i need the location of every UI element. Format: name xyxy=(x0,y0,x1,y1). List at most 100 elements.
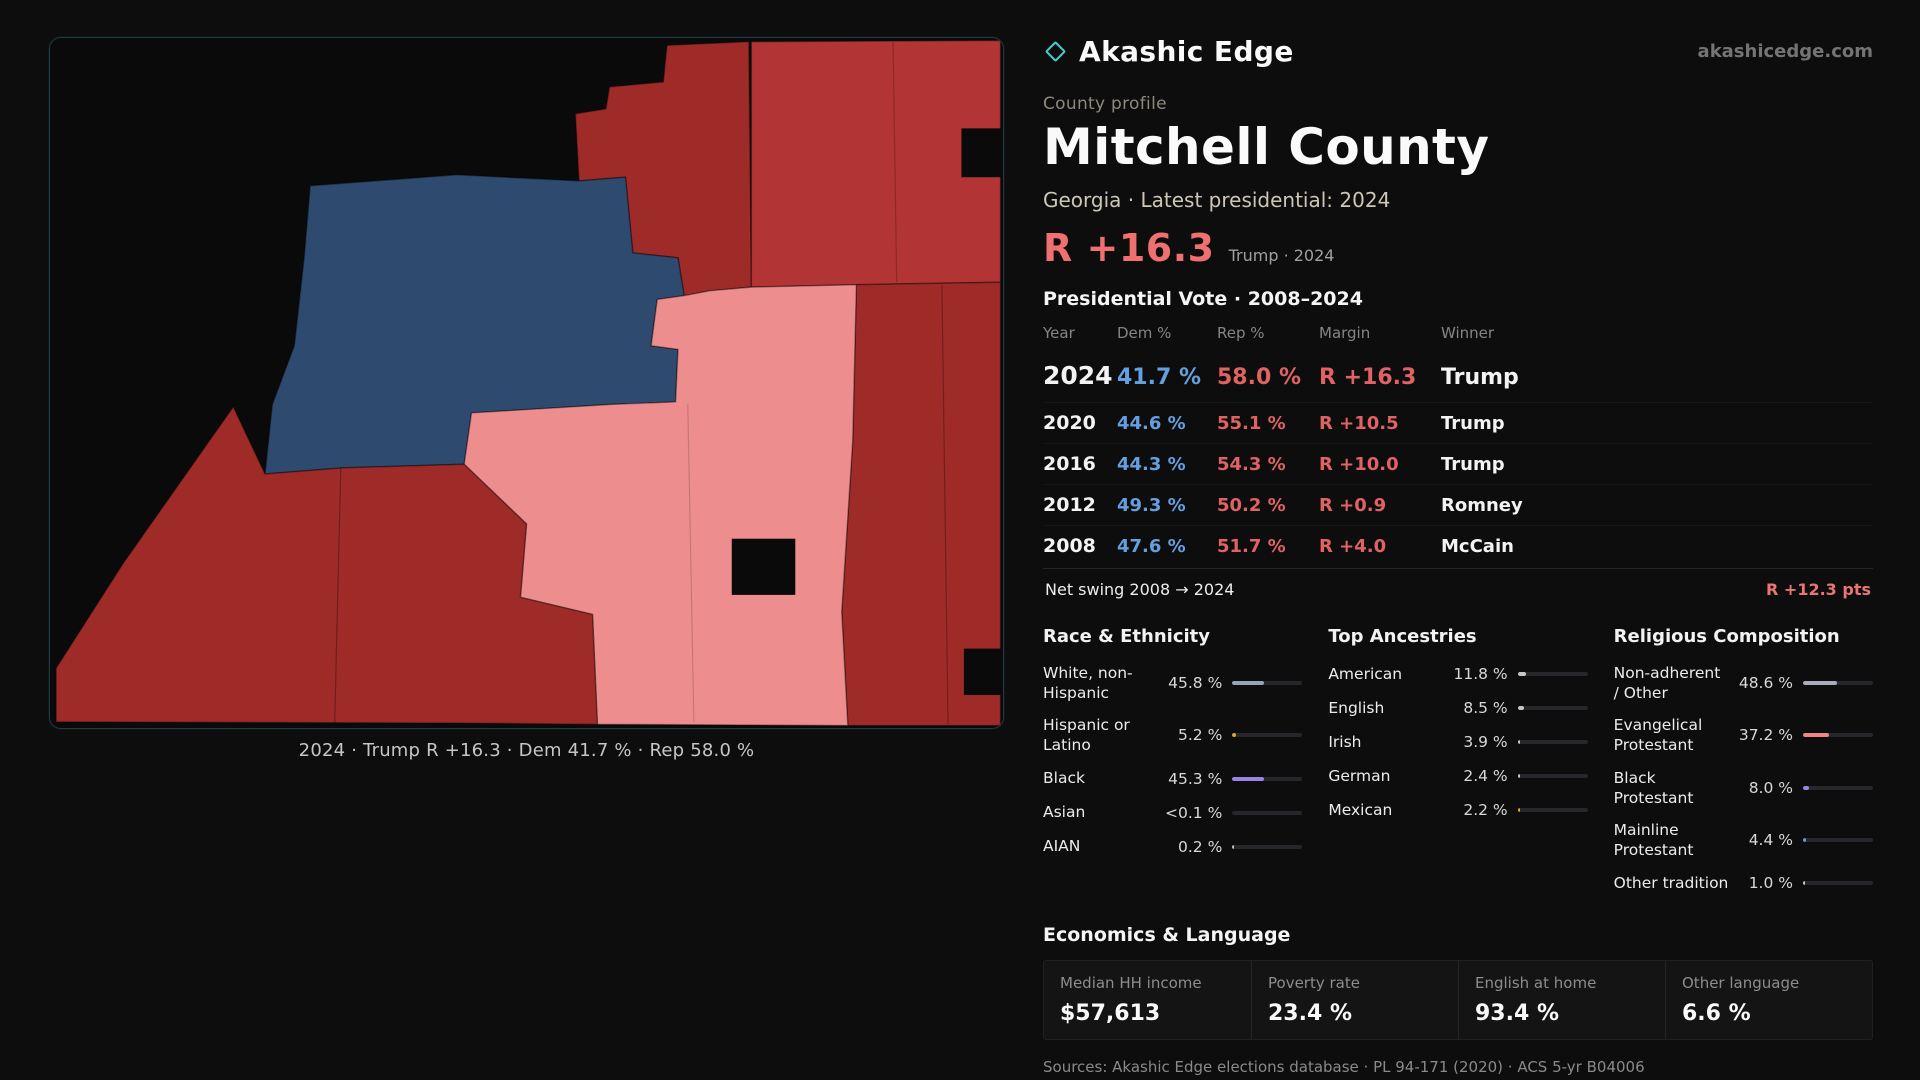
demo-row: Non-adherent / Other 48.6 % xyxy=(1614,657,1873,709)
page-subtitle: Georgia · Latest presidential: 2024 xyxy=(1043,188,1391,212)
stat-label: Poverty rate xyxy=(1268,974,1360,993)
demo-row: American 11.8 % xyxy=(1328,657,1588,691)
demo-row: White, non-Hispanic 45.8 % xyxy=(1043,657,1303,709)
vote-year: 2016 xyxy=(1043,453,1096,475)
demo-bar-track xyxy=(1517,774,1588,778)
demo-bar-track xyxy=(1803,733,1873,738)
headline-margin-value: R +16.3 xyxy=(1043,226,1215,270)
demo-bar-track xyxy=(1517,740,1588,744)
demo-label: Non-adherent / Other xyxy=(1613,664,1721,703)
stat-label: Other language xyxy=(1682,974,1800,993)
brand-name[interactable]: Akashic Edge xyxy=(1079,34,1294,68)
demo-value: <0.1 % xyxy=(1165,803,1223,822)
demo-row: Black Protestant 8.0 % xyxy=(1614,762,1873,814)
vote-year: 2012 xyxy=(1043,494,1096,516)
demo-bar-fill xyxy=(1803,837,1807,842)
demo-row: Other tradition 1.0 % xyxy=(1614,866,1873,900)
demo-bar-fill xyxy=(1517,774,1520,778)
demo-value: 45.8 % xyxy=(1168,674,1223,693)
vote-margin: R +16.3 xyxy=(1319,365,1417,390)
vote-table-header: Year Dem % Rep % Margin Winner xyxy=(1043,316,1873,349)
stat-median-hh-income: Median HH income $57,613 xyxy=(1044,961,1251,1039)
demo-row: Asian <0.1 % xyxy=(1043,796,1303,830)
site-header: Akashic Edge akashicedge.com xyxy=(1043,30,1873,72)
demo-label: Irish xyxy=(1328,732,1362,751)
vote-dem-pct: 47.6 % xyxy=(1117,536,1186,557)
vote-rep-pct: 50.2 % xyxy=(1217,495,1286,516)
stat-value: 6.6 % xyxy=(1682,1001,1751,1027)
vote-dem-pct: 41.7 % xyxy=(1117,365,1201,390)
vote-row-2008: 2008 47.6 % 51.7 % R +4.0 McCain xyxy=(1043,526,1873,566)
demo-value: 0.2 % xyxy=(1178,837,1223,856)
economics-stats: Median HH income $57,613 Poverty rate 23… xyxy=(1043,960,1873,1041)
col-rep: Rep % xyxy=(1217,324,1265,342)
demo-label: Black Protestant xyxy=(1613,768,1694,807)
vote-year: 2020 xyxy=(1043,412,1096,434)
demo-row: Mainline Protestant 4.4 % xyxy=(1614,814,1873,866)
stat-english-at-home: English at home 93.4 % xyxy=(1458,961,1665,1040)
county-profile-panel: Akashic Edge akashicedge.com County prof… xyxy=(1043,30,1873,1080)
vote-row-2024: 2024 41.7 % 58.0 % R +16.3 Trump xyxy=(1043,349,1873,403)
demo-row: Irish 3.9 % xyxy=(1328,725,1588,759)
demo-bar-fill xyxy=(1517,672,1526,676)
map-region-west xyxy=(55,405,599,726)
map-caption: 2024 · Trump R +16.3 · Dem 41.7 % · Rep … xyxy=(298,740,755,761)
vote-row-2020: 2020 44.6 % 55.1 % R +10.5 Trump xyxy=(1043,403,1873,444)
demo-bar-track xyxy=(1232,844,1303,849)
demo-bar-fill xyxy=(1517,808,1520,812)
col-margin: Margin xyxy=(1319,324,1371,342)
precinct-boundary-line xyxy=(687,404,695,722)
precinct-boundary-line xyxy=(941,284,949,725)
vote-table: Year Dem % Rep % Margin Winner 2024 41.7… xyxy=(1043,316,1873,566)
vote-row-2012: 2012 49.3 % 50.2 % R +0.9 Romney xyxy=(1043,485,1873,526)
col-dem: Dem % xyxy=(1117,324,1172,342)
race-ethnicity-title: Race & Ethnicity xyxy=(1043,626,1210,647)
col-winner: Winner xyxy=(1441,324,1495,342)
headline-margin-note: Trump · 2024 xyxy=(1228,246,1335,265)
map-notch xyxy=(963,648,1003,696)
demo-bar-track xyxy=(1232,810,1303,815)
demo-value: 2.2 % xyxy=(1463,801,1508,819)
vote-margin: R +10.0 xyxy=(1319,454,1399,475)
stat-value: $57,613 xyxy=(1060,1001,1161,1027)
demo-row: AIAN 0.2 % xyxy=(1043,830,1303,864)
vote-rep-pct: 58.0 % xyxy=(1217,365,1301,390)
demo-row: Black 45.3 % xyxy=(1043,762,1303,796)
vote-winner: Romney xyxy=(1441,495,1523,516)
demo-bar-track xyxy=(1232,681,1303,686)
vote-winner: Trump xyxy=(1441,365,1519,390)
demo-value: 8.5 % xyxy=(1463,699,1508,717)
demo-label: White, non-Hispanic xyxy=(1043,664,1133,703)
demo-bar-fill xyxy=(1803,881,1806,886)
demo-value: 2.4 % xyxy=(1463,767,1508,785)
religious-composition-title: Religious Composition xyxy=(1613,626,1840,647)
demo-bar-fill xyxy=(1232,681,1265,686)
demo-row: German 2.4 % xyxy=(1328,759,1588,793)
demo-value: 3.9 % xyxy=(1463,733,1508,751)
demo-value: 5.2 % xyxy=(1178,726,1223,745)
stat-label: English at home xyxy=(1475,974,1597,993)
map-notch xyxy=(731,538,796,595)
demo-value: 1.0 % xyxy=(1748,874,1793,893)
stat-poverty-rate: Poverty rate 23.4 % xyxy=(1251,961,1458,1040)
demo-bar-track xyxy=(1803,681,1873,686)
precinct-boundary-line xyxy=(334,467,342,724)
demo-label: Mainline Protestant xyxy=(1613,820,1694,859)
headline-margin-block: R +16.3 Trump · 2024 xyxy=(1043,226,1873,270)
demo-bar-fill xyxy=(1803,681,1838,686)
demo-bar-track xyxy=(1232,776,1303,781)
demo-label: Black xyxy=(1043,769,1085,788)
demo-bar-track xyxy=(1803,785,1873,790)
demo-bar-fill xyxy=(1232,844,1235,849)
vote-year: 2008 xyxy=(1043,535,1096,557)
site-domain-link[interactable]: akashicedge.com xyxy=(1697,40,1873,62)
top-ancestries-title: Top Ancestries xyxy=(1328,626,1477,647)
vote-margin: R +0.9 xyxy=(1319,495,1387,516)
demo-bar-track xyxy=(1517,706,1588,710)
demo-label: Mexican xyxy=(1328,800,1393,819)
stat-other-language: Other language 6.6 % xyxy=(1665,961,1872,1040)
economics-title: Economics & Language xyxy=(1043,924,1291,947)
demo-bar-track xyxy=(1232,733,1303,738)
page-title: Mitchell County xyxy=(1043,118,1490,176)
demo-label: American xyxy=(1328,664,1403,683)
